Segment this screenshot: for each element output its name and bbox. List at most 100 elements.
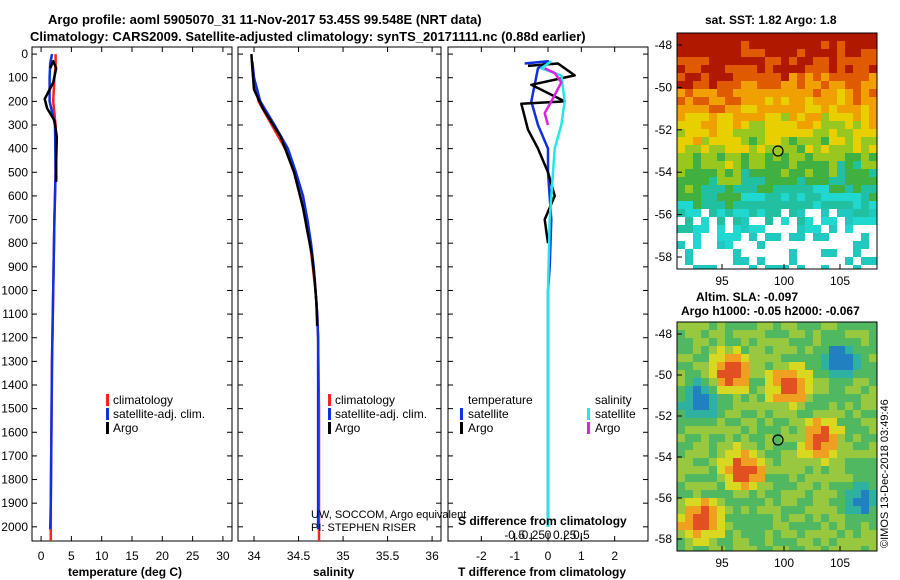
sla-map-cell bbox=[797, 474, 805, 482]
series-line-satellite-adj-clim- bbox=[250, 61, 320, 530]
sst-map-cell bbox=[869, 265, 877, 269]
sla-map-cell bbox=[781, 378, 789, 386]
sla-map-cell bbox=[693, 466, 701, 474]
sst-map-cell bbox=[725, 57, 733, 65]
sla-map-cell bbox=[741, 322, 749, 330]
sst-map-cell bbox=[869, 257, 877, 265]
sla-map-cell bbox=[725, 490, 733, 498]
sst-map-cell bbox=[741, 177, 749, 185]
sla-map-cell bbox=[805, 338, 813, 346]
sla-map-cell bbox=[693, 450, 701, 458]
sst-map-cell bbox=[821, 137, 829, 145]
sla-map-title-line1: Altim. SLA: -0.097 bbox=[696, 290, 798, 304]
sst-map-cell bbox=[717, 241, 725, 249]
sst-map-cell bbox=[709, 201, 717, 209]
sst-map-cell bbox=[845, 145, 853, 153]
sst-map-cell bbox=[749, 49, 757, 57]
sst-map-cell bbox=[853, 105, 861, 113]
sla-map-cell bbox=[773, 338, 781, 346]
sla-map-cell bbox=[701, 466, 709, 474]
sst-map-cell bbox=[741, 73, 749, 81]
sst-map-cell bbox=[725, 225, 733, 233]
sla-map-cell bbox=[709, 474, 717, 482]
sla-map-cell bbox=[829, 354, 837, 362]
sla-map-cell bbox=[709, 490, 717, 498]
sla-map-cell bbox=[709, 346, 717, 354]
sst-map-cell bbox=[709, 249, 717, 257]
sst-map-cell bbox=[781, 81, 789, 89]
sst-map-cell bbox=[789, 233, 797, 241]
sst-map-cell bbox=[853, 153, 861, 161]
sla-map-cell bbox=[749, 394, 757, 402]
sla-map-cell bbox=[797, 394, 805, 402]
sla-map-title-line2: Argo h1000: -0.05 h2000: -0.067 bbox=[681, 304, 860, 318]
series-line-salinity-argo bbox=[543, 67, 563, 126]
sst-map-cell bbox=[821, 209, 829, 217]
sst-map-cell bbox=[733, 265, 741, 269]
sla-map-cell bbox=[789, 450, 797, 458]
sst-map-cell bbox=[837, 193, 845, 201]
sst-map-cell bbox=[717, 113, 725, 121]
x-tick-label: 0 bbox=[38, 549, 45, 563]
sst-map-cell bbox=[869, 201, 877, 209]
sla-map-cell bbox=[677, 522, 685, 530]
sst-map-cell bbox=[789, 113, 797, 121]
sla-map-cell bbox=[813, 370, 821, 378]
sst-map-cell bbox=[853, 257, 861, 265]
sst-map-cell bbox=[725, 73, 733, 81]
sla-map-cell bbox=[845, 402, 853, 410]
sst-map-cell bbox=[693, 137, 701, 145]
sst-map-cell bbox=[749, 265, 757, 269]
sst-map-cell bbox=[717, 257, 725, 265]
sla-map-cell bbox=[741, 522, 749, 530]
sst-map-cell bbox=[869, 137, 877, 145]
sla-map-cell bbox=[717, 458, 725, 466]
sla-map-cell bbox=[733, 402, 741, 410]
sst-map-cell bbox=[837, 57, 845, 65]
sst-map-cell bbox=[813, 209, 821, 217]
sst-map-cell bbox=[821, 193, 829, 201]
sla-map-cell bbox=[701, 498, 709, 506]
sst-map-cell bbox=[677, 65, 685, 73]
sla-map-cell bbox=[813, 546, 821, 551]
sla-map-cell bbox=[853, 490, 861, 498]
sst-map-cell bbox=[717, 137, 725, 145]
sla-map-cell bbox=[813, 410, 821, 418]
sst-map-cell bbox=[677, 113, 685, 121]
sla-map-cell bbox=[797, 450, 805, 458]
sst-map-cell bbox=[741, 193, 749, 201]
sst-map-cell bbox=[781, 161, 789, 169]
sla-map-cell bbox=[805, 346, 813, 354]
sla-map-cell bbox=[821, 338, 829, 346]
sst-map-cell bbox=[677, 89, 685, 97]
legend-label-climatology: climatology bbox=[335, 393, 395, 407]
sla-map-cell bbox=[725, 394, 733, 402]
sla-map-cell bbox=[693, 330, 701, 338]
sst-map-cell bbox=[789, 49, 797, 57]
sst-map-cell bbox=[709, 153, 717, 161]
sst-map-cell bbox=[837, 265, 845, 269]
sst-map-cell bbox=[837, 33, 845, 41]
sst-map-cell bbox=[813, 161, 821, 169]
depth-tick-label: 500 bbox=[8, 165, 28, 179]
sla-map-cell bbox=[773, 522, 781, 530]
x-tick-label: 35.5 bbox=[376, 549, 400, 563]
sla-map-cell bbox=[757, 466, 765, 474]
sla-map-cell bbox=[733, 498, 741, 506]
sst-map-cell bbox=[789, 145, 797, 153]
sst-map-cell bbox=[725, 217, 733, 225]
sla-map-cell bbox=[805, 434, 813, 442]
sla-map-cell bbox=[853, 322, 861, 330]
sst-map-cell bbox=[741, 121, 749, 129]
sla-map-cell bbox=[717, 514, 725, 522]
sla-map-cell bbox=[781, 338, 789, 346]
sla-map-cell bbox=[685, 466, 693, 474]
sst-map-cell bbox=[765, 105, 773, 113]
x-tick-label: 34.5 bbox=[287, 549, 311, 563]
sst-map-cell bbox=[853, 57, 861, 65]
sla-map-cell bbox=[837, 522, 845, 530]
sla-map-cell bbox=[813, 530, 821, 538]
legend-swatch-temp-argo bbox=[460, 422, 463, 434]
sla-map-cell bbox=[717, 538, 725, 546]
sst-map-cell bbox=[773, 49, 781, 57]
